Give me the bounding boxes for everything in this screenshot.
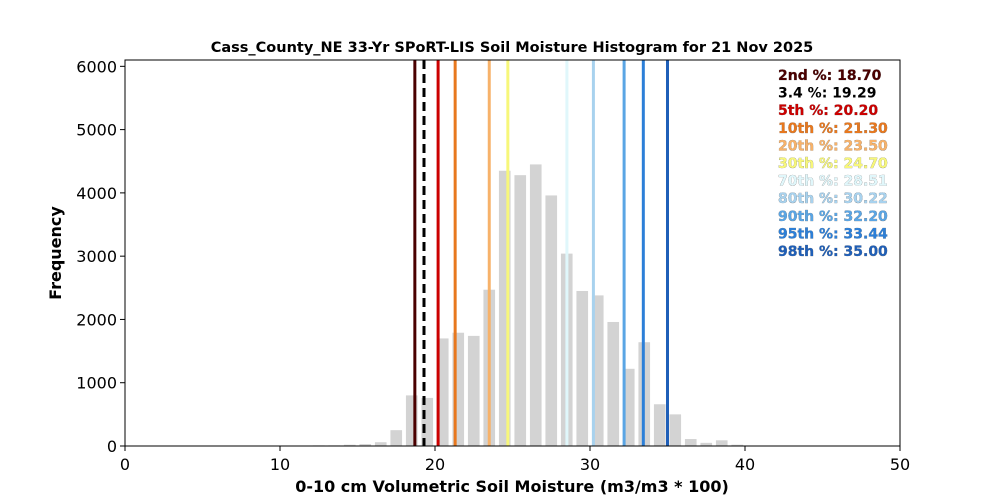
percentile-lines-layer — [413, 60, 669, 446]
histogram-bar — [359, 444, 372, 446]
histogram-bar — [405, 395, 418, 446]
y-axis-ticks: 0 1000 2000 3000 4000 5000 6000 — [76, 57, 125, 456]
y-tick-label: 3000 — [76, 247, 117, 266]
y-tick-label: 6000 — [76, 57, 117, 76]
x-tick-label: 40 — [735, 455, 755, 474]
legend-entry: 30th %: 24.70 — [778, 156, 888, 172]
histogram-bar — [498, 170, 511, 446]
x-tick-label: 20 — [425, 455, 445, 474]
histogram-bar — [607, 321, 620, 446]
x-tick-label: 10 — [270, 455, 290, 474]
histogram-bar — [529, 164, 542, 446]
histogram-bar — [715, 440, 728, 446]
legend-entry: 10th %: 21.30 — [778, 121, 888, 137]
y-tick-label: 5000 — [76, 121, 117, 140]
plot-frame — [124, 59, 901, 447]
legend-entry: 90th %: 32.20 — [778, 209, 888, 225]
legend-entry: 70th %: 28.51 — [778, 174, 888, 190]
histogram-bar — [436, 338, 449, 446]
histogram-bar — [576, 290, 589, 446]
histogram-bar — [390, 430, 403, 446]
chart-title: Cass_County_NE 33-Yr SPoRT-LIS Soil Mois… — [211, 40, 814, 56]
histogram-bar — [514, 175, 527, 446]
legend-entry: 3.4 %: 19.29 — [778, 86, 876, 102]
x-axis-ticks: 0 10 20 30 40 50 — [120, 446, 910, 474]
x-axis-label: 0-10 cm Volumetric Soil Moisture (m3/m3 … — [295, 477, 729, 496]
legend-entry: 5th %: 20.20 — [778, 103, 878, 119]
histogram-bar — [421, 397, 434, 446]
legend-entry: 95th %: 33.44 — [778, 226, 888, 242]
histogram-bar — [684, 439, 697, 446]
bars-layer — [312, 164, 744, 446]
x-tick-label: 30 — [580, 455, 600, 474]
legend-entry: 80th %: 30.22 — [778, 191, 888, 207]
y-tick-label: 2000 — [76, 310, 117, 329]
histogram-bar — [622, 368, 635, 446]
histogram-bar — [452, 332, 465, 446]
x-tick-label: 0 — [120, 455, 130, 474]
y-tick-label: 0 — [107, 437, 117, 456]
histogram-bar — [343, 444, 356, 446]
histogram-bar — [591, 295, 604, 446]
y-tick-label: 1000 — [76, 374, 117, 393]
histogram-bar — [467, 335, 480, 446]
legend-entry: 20th %: 23.50 — [778, 138, 888, 154]
histogram-bar — [669, 414, 682, 446]
x-tick-label: 50 — [890, 455, 910, 474]
y-tick-label: 4000 — [76, 184, 117, 203]
histogram-bar — [653, 404, 666, 446]
histogram-bar — [731, 444, 744, 446]
y-axis-label: Frequency — [46, 206, 65, 300]
legend-entry: 2nd %: 18.70 — [778, 68, 882, 84]
histogram-bar — [374, 442, 387, 446]
histogram-bar — [545, 195, 558, 446]
legend-entry: 98th %: 35.00 — [778, 244, 888, 260]
histogram-bar — [700, 442, 713, 446]
